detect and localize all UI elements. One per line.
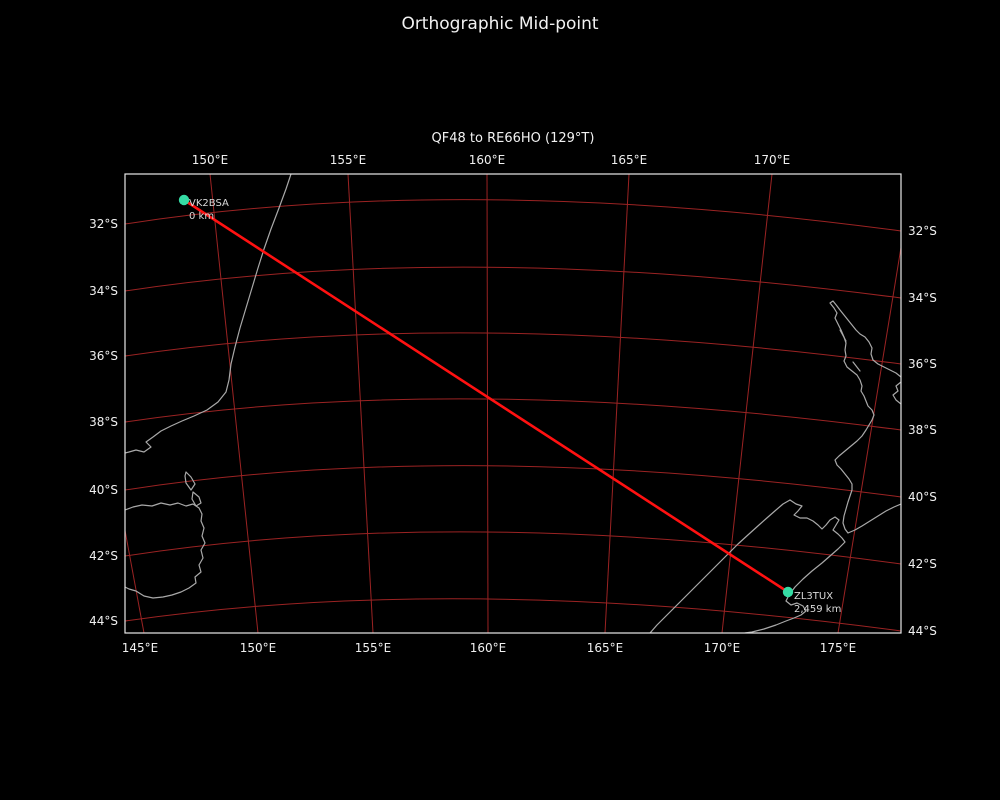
tick-right-36°S: 36°S — [908, 357, 937, 371]
tick-left-34°S: 34°S — [89, 284, 118, 298]
station-label-ZL3TUX: ZL3TUX 2,459 km — [794, 590, 841, 616]
meridian-160°E — [486, 174, 489, 633]
meridian-150°E — [209, 174, 259, 633]
tick-left-44°S: 44°S — [89, 614, 118, 628]
map-frame — [124, 173, 902, 634]
tick-right-32°S: 32°S — [908, 224, 937, 238]
coastline — [852, 361, 861, 372]
great-circle-path — [182, 198, 790, 594]
parallel-38°S — [125, 398, 901, 431]
tick-top-165°E: 165°E — [610, 153, 648, 167]
station-callsign: VK2BSA — [189, 198, 229, 209]
parallel-34°S — [125, 266, 901, 299]
meridian-170°E — [721, 174, 773, 633]
parallel-36°S — [125, 332, 901, 365]
coastline — [892, 381, 901, 405]
tick-top-170°E: 170°E — [753, 153, 791, 167]
tick-left-36°S: 36°S — [89, 349, 118, 363]
map-subtitle: QF48 to RE66HO (129°T) — [431, 131, 595, 146]
tick-left-32°S: 32°S — [89, 217, 118, 231]
meridian-155°E — [347, 174, 374, 633]
tick-bottom-175°E: 175°E — [819, 641, 857, 655]
station-marker-ZL3TUX — [782, 586, 794, 598]
page-title: Orthographic Mid-point — [401, 14, 599, 34]
coastline — [744, 499, 846, 633]
coastline — [839, 329, 847, 342]
tick-top-155°E: 155°E — [329, 153, 367, 167]
parallel-32°S — [125, 199, 901, 232]
coastline — [184, 471, 196, 491]
tick-bottom-145°E: 145°E — [121, 641, 159, 655]
tick-right-40°S: 40°S — [908, 490, 937, 504]
tick-bottom-150°E: 150°E — [239, 641, 277, 655]
tick-right-34°S: 34°S — [908, 291, 937, 305]
meridian-145°E — [125, 527, 145, 633]
tick-left-38°S: 38°S — [89, 415, 118, 429]
tick-left-40°S: 40°S — [89, 483, 118, 497]
tick-bottom-160°E: 160°E — [469, 641, 507, 655]
coastline — [649, 499, 791, 633]
tick-left-42°S: 42°S — [89, 549, 118, 563]
tick-right-44°S: 44°S — [908, 624, 937, 638]
station-marker-VK2BSA — [178, 194, 190, 206]
parallel-42°S — [125, 531, 901, 565]
station-callsign: ZL3TUX — [794, 591, 834, 602]
tick-right-38°S: 38°S — [908, 423, 937, 437]
station-distance: 2,459 km — [794, 604, 842, 615]
tick-top-160°E: 160°E — [468, 153, 506, 167]
tick-top-150°E: 150°E — [191, 153, 229, 167]
parallel-40°S — [125, 465, 901, 498]
tick-right-42°S: 42°S — [908, 557, 937, 571]
coastline — [829, 300, 901, 534]
station-distance: 0 km — [189, 211, 215, 222]
coastline — [125, 502, 206, 599]
parallel-44°S — [125, 598, 901, 632]
station-label-VK2BSA: VK2BSA 0 km — [189, 197, 229, 223]
tick-bottom-170°E: 170°E — [703, 641, 741, 655]
coastline — [191, 491, 202, 507]
tick-bottom-155°E: 155°E — [354, 641, 392, 655]
map-area — [125, 174, 901, 633]
meridian-175°E — [837, 244, 901, 633]
tick-bottom-165°E: 165°E — [586, 641, 624, 655]
